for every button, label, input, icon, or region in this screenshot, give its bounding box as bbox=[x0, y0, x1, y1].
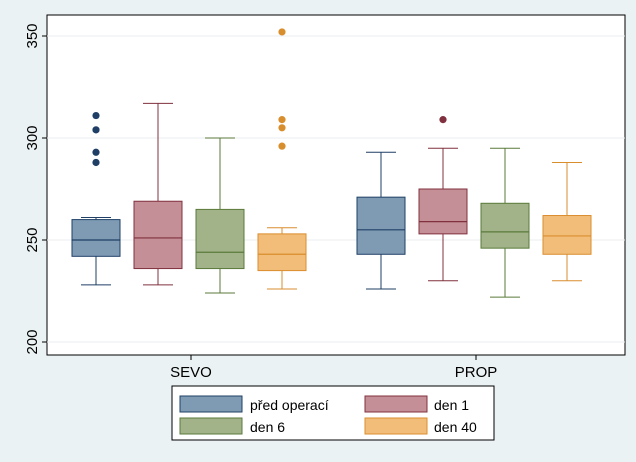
legend-entry-4: den 40 bbox=[364, 417, 477, 435]
legend-entry-3: den 6 bbox=[179, 417, 285, 435]
outlier-point bbox=[439, 116, 447, 124]
legend-swatch bbox=[179, 395, 243, 413]
legend-swatch bbox=[364, 395, 428, 413]
outlier-point bbox=[278, 142, 286, 150]
outlier-point bbox=[92, 126, 100, 134]
legend-entry-2: den 1 bbox=[364, 395, 469, 413]
box-iqr bbox=[480, 202, 530, 249]
legend: před operací den 1 den 6 den 40 bbox=[171, 385, 495, 441]
legend-label: před operací bbox=[250, 397, 329, 413]
box-sevo-series-3 bbox=[195, 137, 245, 294]
legend-entry-1: před operací bbox=[179, 395, 329, 413]
y-tick-label-200: 200 bbox=[24, 329, 41, 354]
box-iqr bbox=[71, 219, 121, 257]
outlier-point bbox=[92, 111, 100, 120]
box-iqr bbox=[133, 200, 183, 270]
box-iqr bbox=[418, 188, 468, 235]
plot-area bbox=[46, 14, 626, 356]
legend-swatch bbox=[179, 417, 243, 435]
outlier-point bbox=[92, 158, 100, 167]
box-prop-series-4 bbox=[542, 161, 592, 282]
box-groups bbox=[71, 28, 592, 298]
box-sevo-series-4 bbox=[257, 28, 307, 290]
legend-label: den 40 bbox=[434, 419, 477, 435]
box-prop-series-1 bbox=[356, 151, 406, 290]
outlier-point bbox=[92, 148, 100, 156]
y-axis: 200 250 300 350 bbox=[24, 23, 47, 355]
box-prop-series-2 bbox=[418, 116, 468, 282]
legend-swatch bbox=[364, 417, 428, 435]
category-label-sevo: SEVO bbox=[170, 364, 212, 381]
y-tick-label-350: 350 bbox=[24, 23, 41, 48]
box-sevo-series-1 bbox=[71, 111, 121, 286]
x-axis-category-labels: SEVO PROP bbox=[170, 355, 497, 381]
legend-label: den 1 bbox=[434, 397, 469, 413]
box-sevo-series-2 bbox=[133, 102, 183, 286]
outlier-point bbox=[278, 124, 286, 132]
y-tick-label-250: 250 bbox=[24, 227, 41, 252]
box-iqr bbox=[195, 208, 245, 270]
y-tick-label-300: 300 bbox=[24, 125, 41, 150]
outlier-point bbox=[278, 116, 286, 124]
box-iqr bbox=[542, 215, 592, 255]
outlier-point bbox=[278, 28, 286, 36]
category-label-prop: PROP bbox=[455, 364, 498, 381]
box-iqr bbox=[257, 233, 307, 272]
box-prop-series-3 bbox=[480, 147, 530, 298]
legend-label: den 6 bbox=[250, 419, 285, 435]
box-iqr bbox=[356, 196, 406, 255]
